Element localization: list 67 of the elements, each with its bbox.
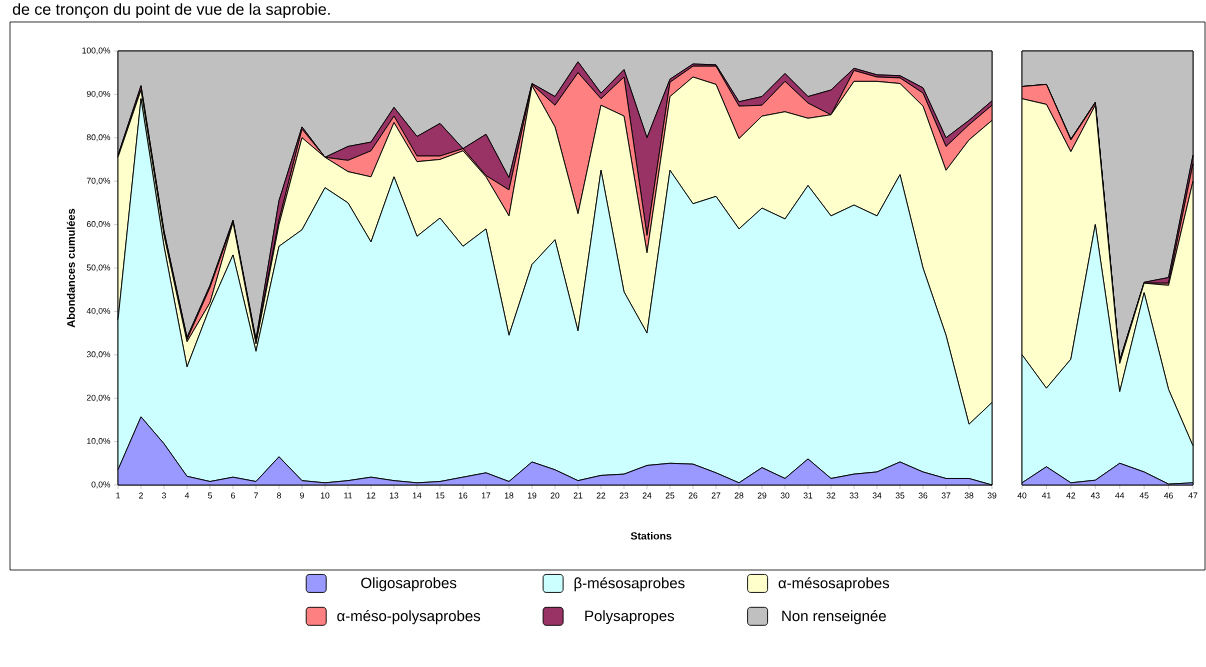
legend-label: α-méso-polysaprobes — [337, 610, 481, 625]
x-tick-label: 47 — [1188, 492, 1198, 499]
x-tick-label: 27 — [711, 492, 721, 499]
x-tick-label: 30 — [780, 492, 790, 499]
x-tick-label: 8 — [277, 492, 281, 499]
x-tick-label: 25 — [665, 492, 675, 499]
text: de ce tronçon du point de vue de la saprobie. — [12, 3, 330, 19]
x-tick-label: 42 — [1066, 492, 1076, 499]
x-axis-title: Stations — [630, 531, 672, 540]
x-tick-label: 1 — [116, 492, 120, 499]
x-tick-label: 33 — [849, 492, 859, 499]
legend-label: Polysapropes — [585, 610, 675, 625]
x-tick-label: 10 — [320, 492, 330, 499]
y-tick-label: 20,0% — [86, 394, 111, 402]
x-tick-label: 9 — [300, 492, 304, 499]
x-tick-label: 28 — [734, 492, 744, 499]
x-tick-label: 41 — [1041, 492, 1051, 499]
x-tick-label: 5 — [207, 492, 213, 499]
x-tick-label: 43 — [1090, 492, 1100, 499]
x-tick-label: 3 — [161, 492, 166, 499]
x-tick-label: 31 — [803, 492, 813, 499]
x-tick-label: 11 — [344, 492, 352, 499]
legend-label: β-mésosaprobes — [574, 577, 685, 592]
x-tick-label: 22 — [596, 492, 606, 499]
y-tick-label: 60,0% — [86, 221, 111, 229]
x-tick-label: 15 — [435, 492, 445, 499]
x-tick-label: 24 — [642, 492, 652, 499]
x-tick-label: 18 — [504, 492, 514, 499]
x-tick-label: 21 — [573, 492, 583, 499]
legend-label: α-mésosaprobes — [778, 577, 890, 592]
x-tick-label: 39 — [987, 492, 997, 499]
x-tick-label: 14 — [412, 492, 422, 499]
y-tick-label: 80,0% — [86, 134, 111, 142]
y-tick-label: 40,0% — [86, 307, 111, 315]
legend-label: Oligosaprobes — [361, 577, 457, 592]
x-tick-label: 38 — [964, 492, 974, 499]
x-tick-label: 37 — [941, 492, 951, 499]
x-tick-label: 29 — [757, 492, 767, 499]
x-tick-label: 44 — [1115, 492, 1125, 499]
x-tick-label: 6 — [231, 492, 235, 499]
x-tick-label: 4 — [184, 492, 190, 499]
x-tick-label: 40 — [1017, 492, 1027, 499]
x-tick-label: 20 — [550, 492, 560, 499]
x-tick-label: 7 — [254, 492, 258, 499]
x-tick-label: 16 — [458, 492, 468, 499]
x-tick-label: 46 — [1164, 492, 1173, 499]
x-tick-label: 35 — [895, 492, 905, 499]
legend-label: Non renseignée — [782, 610, 886, 625]
y-tick-label: 10,0% — [87, 438, 111, 446]
x-tick-label: 19 — [527, 492, 537, 499]
x-tick-label: 36 — [918, 492, 928, 499]
y-axis-title: Abondances cumulées — [66, 208, 75, 328]
y-tick-label: 50,0% — [86, 264, 111, 272]
x-tick-label: 32 — [826, 492, 836, 499]
y-tick-label: 0,0% — [91, 481, 111, 489]
y-tick-label: 30,0% — [86, 351, 111, 359]
x-tick-label: 12 — [366, 492, 376, 499]
x-tick-label: 23 — [619, 492, 629, 499]
y-tick-label: 90,0% — [86, 90, 111, 98]
x-tick-label: 26 — [688, 492, 698, 499]
x-tick-label: 17 — [481, 492, 491, 499]
y-tick-label: 70,0% — [86, 177, 111, 185]
x-tick-label: 13 — [389, 492, 399, 499]
x-tick-label: 2 — [139, 492, 143, 499]
x-tick-label: 45 — [1139, 492, 1149, 499]
x-tick-label: 34 — [872, 492, 882, 499]
y-tick-label: 100,0% — [82, 47, 111, 55]
